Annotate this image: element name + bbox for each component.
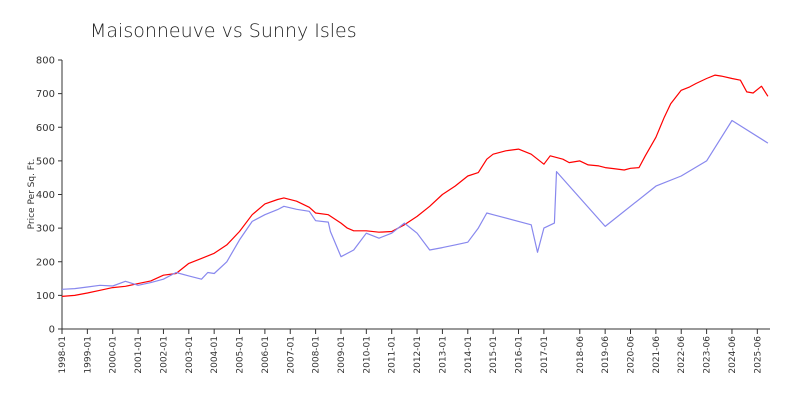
y-tick-label: 0 xyxy=(49,325,55,336)
x-tick-label: 2003-01 xyxy=(185,336,195,374)
x-tick-label: 2009-01 xyxy=(337,336,347,374)
y-tick-label: 800 xyxy=(36,56,55,67)
series-group xyxy=(61,74,769,297)
y-tick-label: 700 xyxy=(36,89,55,100)
x-tick-label: 2000-01 xyxy=(109,336,119,374)
y-tick-label: 400 xyxy=(36,190,55,201)
y-axis-label-group: Price Per Sq. Ft. xyxy=(27,159,37,230)
x-tick-label: 2005-01 xyxy=(236,336,246,374)
x-tick-label: 2024-06 xyxy=(728,336,738,374)
x-tick-label: 2015-01 xyxy=(489,336,499,374)
chart-title: Maisonneuve vs Sunny Isles xyxy=(90,20,357,42)
x-tick-label: 2017-01 xyxy=(540,336,550,374)
y-tick-label: 200 xyxy=(36,257,55,268)
x-tick-label: 2008-01 xyxy=(312,336,322,374)
x-tick-label: 2020-06 xyxy=(627,336,637,374)
x-tick-label: 2023-06 xyxy=(703,336,713,374)
x-tick-label: 1998-01 xyxy=(58,336,68,374)
x-tick-label: 1999-01 xyxy=(83,336,93,374)
x-tick-label: 2018-06 xyxy=(576,336,586,374)
x-tick-label: 2021-06 xyxy=(652,336,662,374)
y-axis-label: Price Per Sq. Ft. xyxy=(27,159,37,230)
x-tick-label: 2007-01 xyxy=(286,336,296,374)
y-ticks: 0 100 200 300 400 500 600 700 800 xyxy=(36,56,62,336)
x-tick-label: 2001-01 xyxy=(134,336,144,374)
series-line-2 xyxy=(61,119,769,290)
series-line-1 xyxy=(61,74,769,297)
y-tick-label: 100 xyxy=(36,291,55,302)
y-tick-label: 600 xyxy=(36,123,55,134)
x-tick-label: 2014-01 xyxy=(464,336,474,374)
x-tick-label: 2025-06 xyxy=(753,336,763,374)
y-tick-label: 500 xyxy=(36,156,55,167)
x-tick-label: 2013-01 xyxy=(438,336,448,374)
x-tick-label: 2006-01 xyxy=(261,336,271,374)
x-ticks: 1998-01 1999-01 2000-01 2001-01 2002-01 2003-… xyxy=(58,329,763,374)
x-tick-label: 2002-01 xyxy=(159,336,169,374)
x-tick-label: 2004-01 xyxy=(210,336,220,374)
x-tick-label: 2012-01 xyxy=(413,336,423,374)
x-tick-label: 2011-01 xyxy=(388,336,398,374)
y-tick-label: 300 xyxy=(36,224,55,235)
x-tick-label: 2016-01 xyxy=(515,336,525,374)
x-tick-label: 2010-01 xyxy=(362,336,372,374)
x-tick-label: 2022-06 xyxy=(677,336,687,374)
x-tick-label: 2019-06 xyxy=(601,336,611,374)
